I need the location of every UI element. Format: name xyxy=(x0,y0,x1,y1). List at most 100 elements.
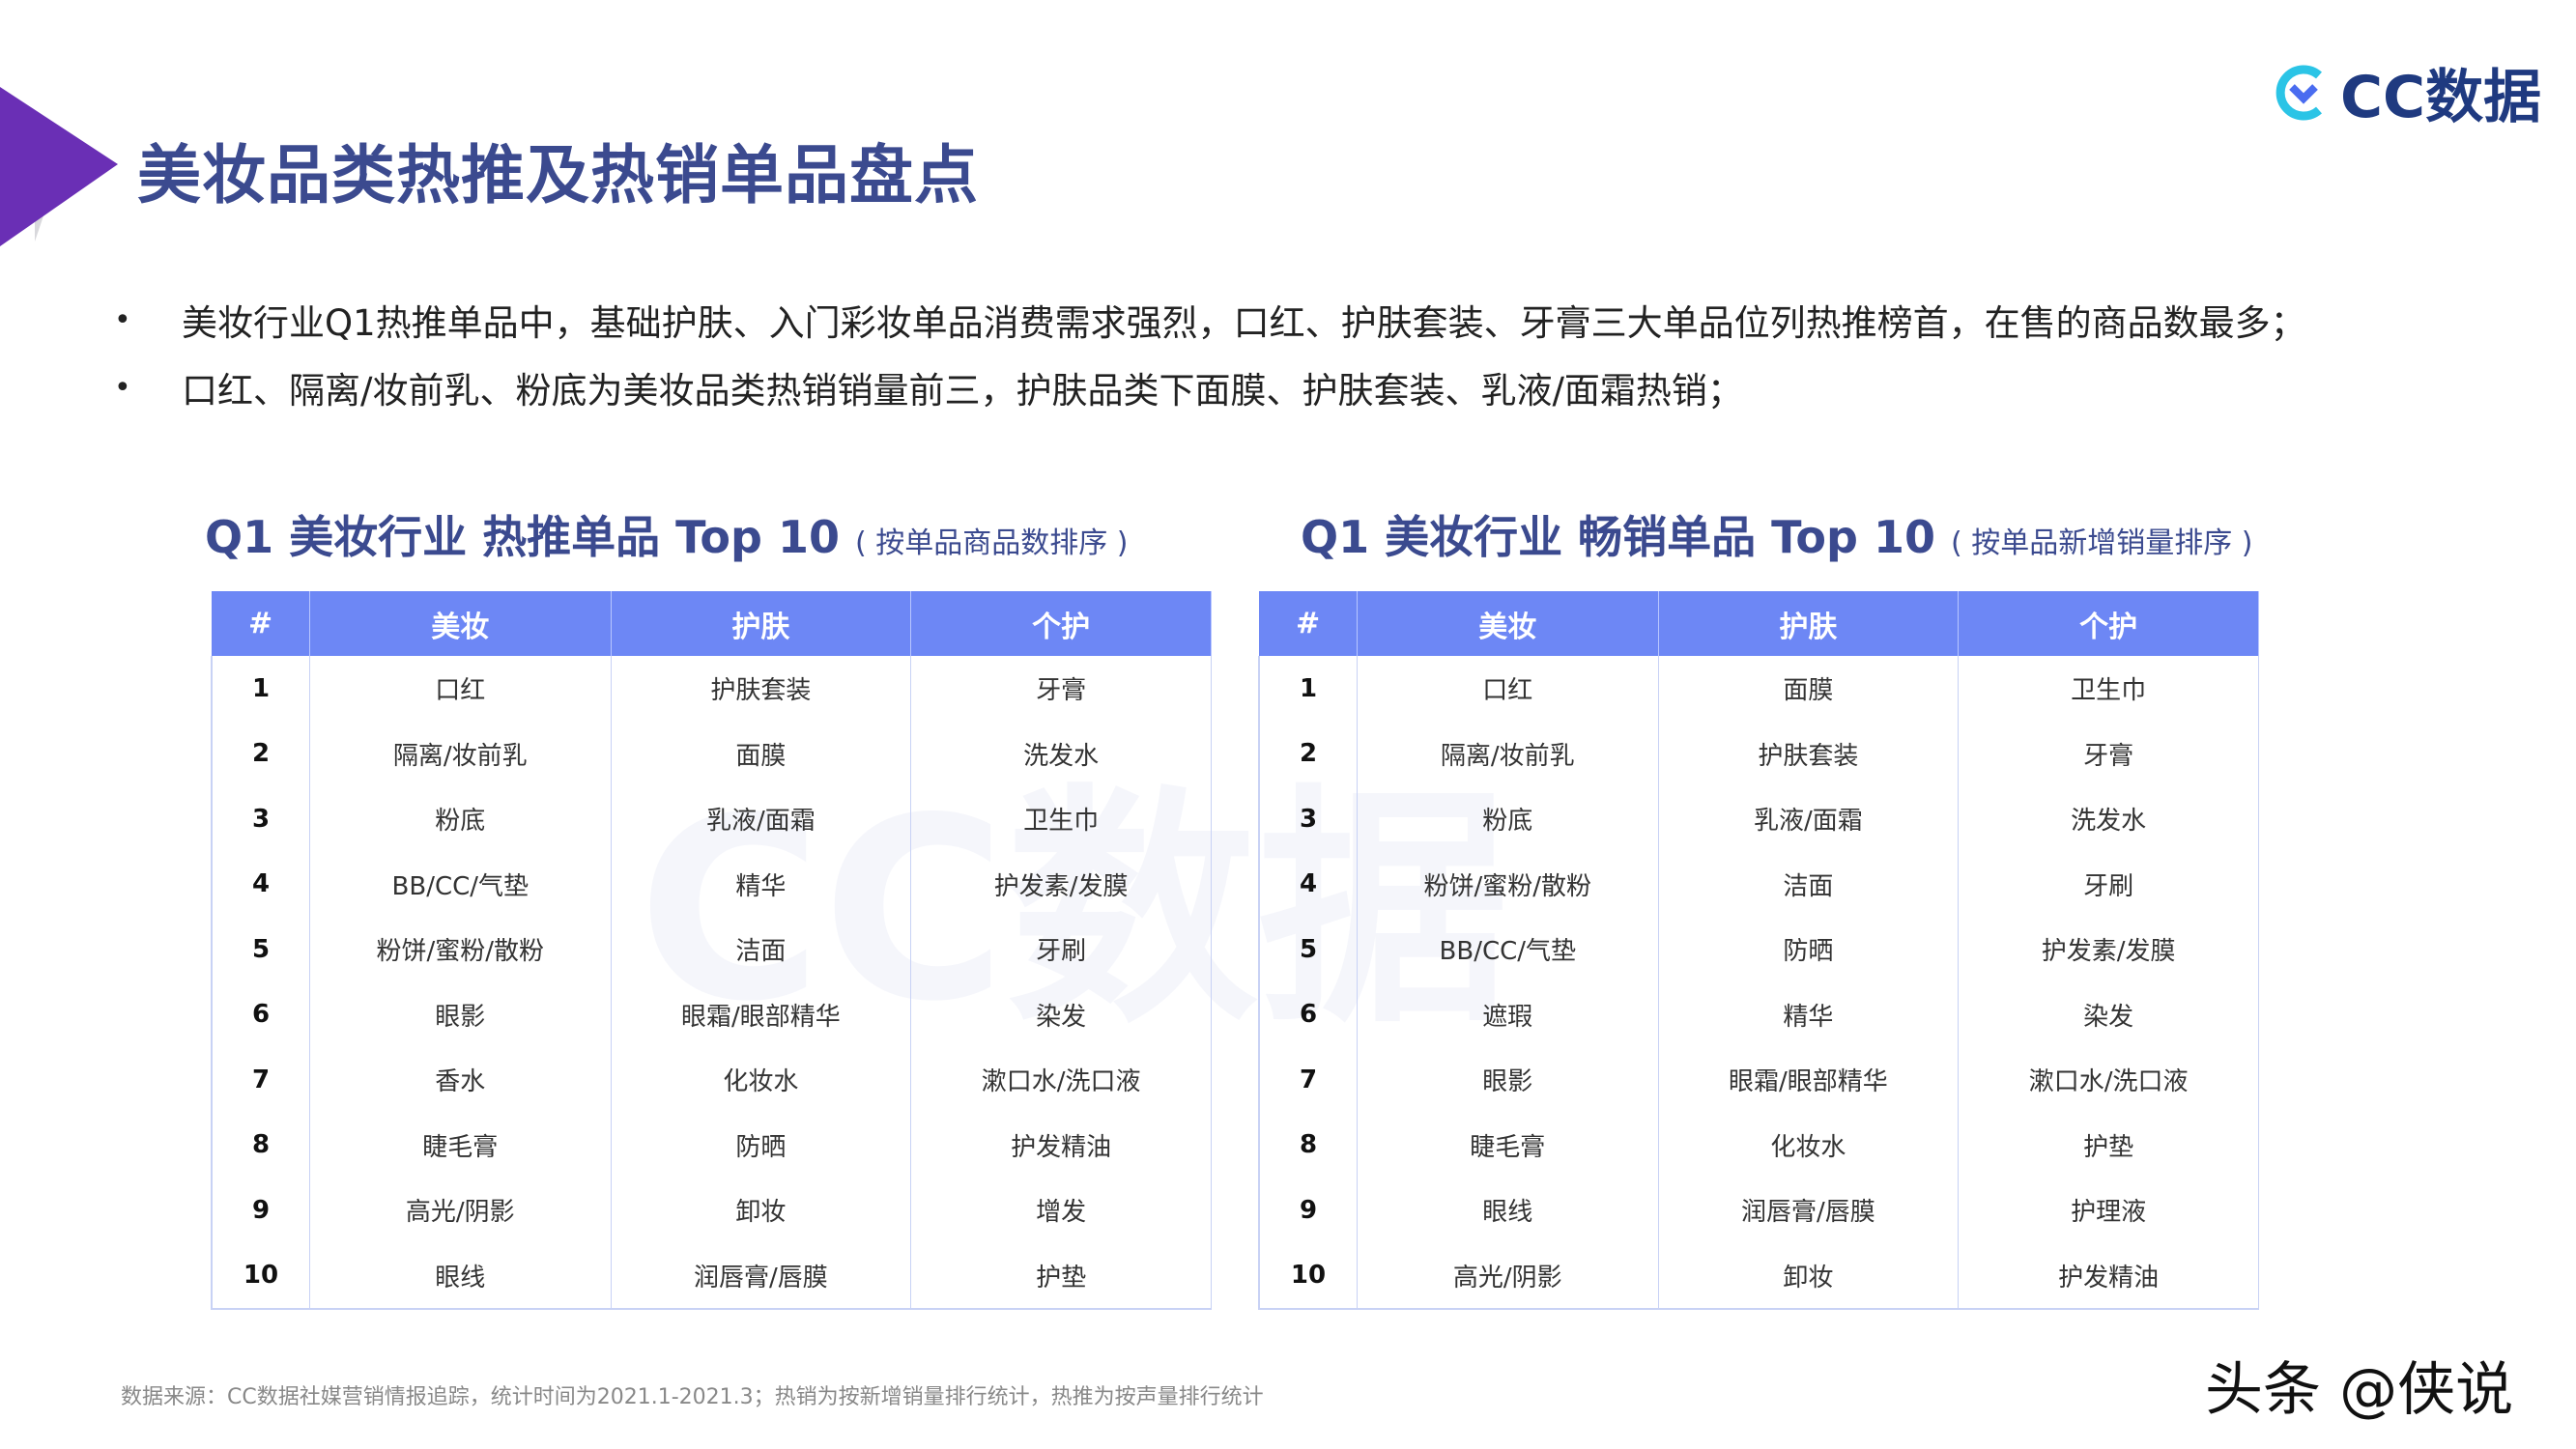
table-row: 2 隔离/妆前乳 护肤套装 牙膏 xyxy=(1258,721,2259,786)
cc-data-logo-icon xyxy=(2275,65,2322,120)
table-cell: 防晒 xyxy=(1658,917,1960,982)
rank-cell: 2 xyxy=(211,721,311,786)
author-credit: 头条 @侠说 xyxy=(2205,1356,2514,1424)
bullet-dot-icon: • xyxy=(114,302,131,337)
table-row: 10 眼线 润唇膏/唇膜 护垫 xyxy=(211,1242,1212,1310)
page-title: 美妆品类热推及热销单品盘点 xyxy=(137,138,979,213)
bullet-item: • 美妆行业Q1热推单品中，基础护肤、入门彩妆单品消费需求强烈，口红、护肤套装、牙… xyxy=(114,286,2306,354)
best-seller-table-title: Q1 美妆行业 畅销单品 Top 10 ( 按单品新增销量排序 ) xyxy=(1301,502,2252,566)
table-title-text: Q1 美妆行业 热推单品 Top 10 xyxy=(205,511,840,563)
column-header: # xyxy=(1259,591,1359,656)
table-cell: 隔离/妆前乳 xyxy=(309,721,612,786)
table-cell: 防晒 xyxy=(611,1112,912,1178)
table-cell: 护垫 xyxy=(1958,1112,2259,1178)
column-header: # xyxy=(212,591,311,656)
table-cell: 增发 xyxy=(910,1178,1212,1243)
table-cell: 香水 xyxy=(309,1047,612,1113)
hot-push-table: # 美妆 护肤 个护 1 口红 护肤套装 牙膏 2 隔离/妆前乳 面膜 洗发水 3 粉底 乳液/面霜 卫生巾 4… xyxy=(211,591,1212,1310)
table-cell: 卫生巾 xyxy=(1958,656,2259,722)
table-cell: 洁面 xyxy=(1658,851,1960,917)
table-cell: 眼影 xyxy=(309,981,612,1047)
rank-cell: 8 xyxy=(1258,1112,1359,1178)
rank-cell: 10 xyxy=(211,1242,311,1310)
table-row: 9 眼线 润唇膏/唇膜 护理液 xyxy=(1258,1178,2259,1243)
table-cell: 护发素/发膜 xyxy=(910,851,1212,917)
table-cell: 卸妆 xyxy=(611,1178,912,1243)
rank-cell: 1 xyxy=(1258,656,1359,722)
table-cell: 化妆水 xyxy=(611,1047,912,1113)
table-row: 5 粉饼/蜜粉/散粉 洁面 牙刷 xyxy=(211,917,1212,982)
table-row: 2 隔离/妆前乳 面膜 洗发水 xyxy=(211,721,1212,786)
table-cell: 面膜 xyxy=(611,721,912,786)
bullet-text: 口红、隔离/妆前乳、粉底为美妆品类热销销量前三，护肤品类下面膜、护肤套装、乳液/… xyxy=(182,370,1743,412)
table-cell: 遮瑕 xyxy=(1357,981,1659,1047)
table-cell: 牙刷 xyxy=(910,917,1212,982)
bullet-item: • 口红、隔离/妆前乳、粉底为美妆品类热销销量前三，护肤品类下面膜、护肤套装、乳液… xyxy=(114,354,2306,421)
table-cell: 高光/阴影 xyxy=(309,1178,612,1243)
rank-cell: 9 xyxy=(211,1178,311,1243)
table-cell: 护肤套装 xyxy=(611,656,912,722)
table-cell: BB/CC/气垫 xyxy=(1357,917,1659,982)
table-row: 4 粉饼/蜜粉/散粉 洁面 牙刷 xyxy=(1258,851,2259,917)
table-cell: 牙膏 xyxy=(1958,721,2259,786)
table-row: 9 高光/阴影 卸妆 增发 xyxy=(211,1178,1212,1243)
table-cell: 染发 xyxy=(910,981,1212,1047)
rank-cell: 1 xyxy=(211,656,311,722)
title-arrow-decoration xyxy=(0,87,118,246)
table-cell: 漱口水/洗口液 xyxy=(1958,1047,2259,1113)
rank-cell: 6 xyxy=(211,981,311,1047)
column-header: 护肤 xyxy=(611,591,912,656)
table-subtitle: ( 按单品新增销量排序 ) xyxy=(1951,526,2253,560)
brand-logo: CC数据 xyxy=(2273,50,2541,134)
column-header: 美妆 xyxy=(1357,591,1659,656)
table-cell: 染发 xyxy=(1958,981,2259,1047)
table-cell: 精华 xyxy=(1658,981,1960,1047)
rank-cell: 3 xyxy=(211,786,311,852)
table-cell: 睫毛膏 xyxy=(309,1112,612,1178)
table-cell: 隔离/妆前乳 xyxy=(1357,721,1659,786)
rank-cell: 4 xyxy=(1258,851,1359,917)
table-cell: BB/CC/气垫 xyxy=(309,851,612,917)
table-row: 5 BB/CC/气垫 防晒 护发素/发膜 xyxy=(1258,917,2259,982)
rank-cell: 3 xyxy=(1258,786,1359,852)
table-cell: 眼影 xyxy=(1357,1047,1659,1113)
rank-cell: 4 xyxy=(211,851,311,917)
table-header-row: # 美妆 护肤 个护 xyxy=(1259,591,2259,656)
table-cell: 润唇膏/唇膜 xyxy=(1658,1178,1960,1243)
table-cell: 牙膏 xyxy=(910,656,1212,722)
table-cell: 护垫 xyxy=(910,1242,1212,1310)
table-cell: 粉饼/蜜粉/散粉 xyxy=(1357,851,1659,917)
table-cell: 粉底 xyxy=(309,786,612,852)
table-cell: 洗发水 xyxy=(910,721,1212,786)
table-cell: 护肤套装 xyxy=(1658,721,1960,786)
table-title-text: Q1 美妆行业 畅销单品 Top 10 xyxy=(1301,511,1935,563)
table-cell: 眼线 xyxy=(1357,1178,1659,1243)
table-cell: 睫毛膏 xyxy=(1357,1112,1659,1178)
table-row: 7 眼影 眼霜/眼部精华 漱口水/洗口液 xyxy=(1258,1047,2259,1113)
table-row: 8 睫毛膏 化妆水 护垫 xyxy=(1258,1112,2259,1178)
table-subtitle: ( 按单品商品数排序 ) xyxy=(855,526,1129,560)
table-cell: 面膜 xyxy=(1658,656,1960,722)
table-cell: 眼霜/眼部精华 xyxy=(1658,1047,1960,1113)
table-row: 3 粉底 乳液/面霜 洗发水 xyxy=(1258,786,2259,852)
table-cell: 精华 xyxy=(611,851,912,917)
rank-cell: 9 xyxy=(1258,1178,1359,1243)
rank-cell: 2 xyxy=(1258,721,1359,786)
table-cell: 高光/阴影 xyxy=(1357,1242,1659,1310)
summary-bullets: • 美妆行业Q1热推单品中，基础护肤、入门彩妆单品消费需求强烈，口红、护肤套装、牙… xyxy=(114,286,2306,421)
rank-cell: 7 xyxy=(1258,1047,1359,1113)
logo-text: CC数据 xyxy=(2340,64,2542,131)
table-header-row: # 美妆 护肤 个护 xyxy=(212,591,1212,656)
table-cell: 护发精油 xyxy=(1958,1242,2259,1310)
data-source-note: 数据来源：CC数据社媒营销情报追踪，统计时间为2021.1-2021.3；热销为… xyxy=(121,1385,1264,1409)
rank-cell: 8 xyxy=(211,1112,311,1178)
table-row: 6 眼影 眼霜/眼部精华 染发 xyxy=(211,981,1212,1047)
table-cell: 漱口水/洗口液 xyxy=(910,1047,1212,1113)
table-row: 1 口红 护肤套装 牙膏 xyxy=(211,656,1212,722)
table-row: 6 遮瑕 精华 染发 xyxy=(1258,981,2259,1047)
best-seller-table: # 美妆 护肤 个护 1 口红 面膜 卫生巾 2 隔离/妆前乳 护肤套装 牙膏 3 粉底 乳液/面霜 洗发水 4… xyxy=(1258,591,2259,1310)
table-cell: 牙刷 xyxy=(1958,851,2259,917)
column-header: 美妆 xyxy=(309,591,612,656)
table-cell: 口红 xyxy=(1357,656,1659,722)
table-row: 3 粉底 乳液/面霜 卫生巾 xyxy=(211,786,1212,852)
